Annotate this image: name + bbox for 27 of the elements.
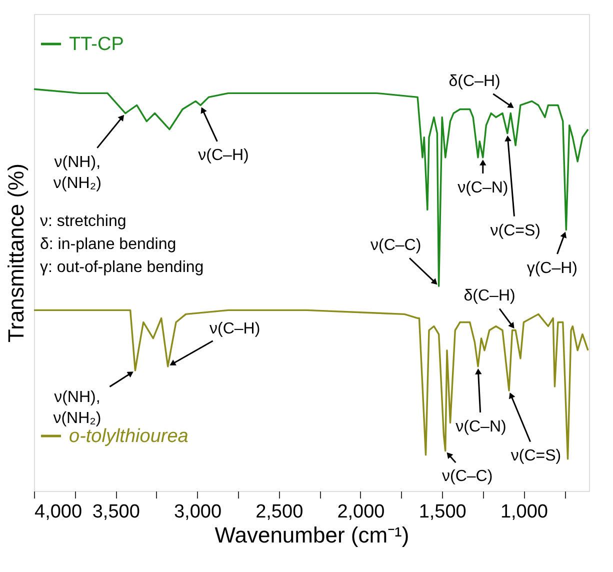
x-tick-label: 2,000 (337, 502, 385, 522)
annotation: δ: in-plane bending (40, 236, 176, 253)
annotation: ν(C–N) (456, 418, 506, 436)
x-tick-label: 1,000 (500, 502, 548, 522)
x-tick-label: 2,500 (256, 502, 304, 522)
annotation: ν: stretching (40, 213, 126, 230)
x-axis-title: Wavenumber (cm⁻¹) (214, 522, 410, 548)
x-tick-label: 3,000 (174, 502, 222, 522)
legend-label: o-tolylthiourea (69, 426, 188, 447)
annotation: γ: out-of-plane bending (40, 259, 204, 276)
annotation: ν(C–H) (198, 147, 249, 164)
x-tick-label: 1,500 (418, 502, 466, 522)
annotation: γ(C–H) (526, 260, 578, 277)
annotation: δ(C–H) (448, 73, 500, 90)
annotation: ν(C–C) (442, 468, 493, 485)
x-tick-label: 3,500 (92, 502, 140, 522)
annotation: ν(C–N) (458, 179, 508, 196)
legend-label: TT-CP (69, 34, 124, 55)
x-tick-label: 4,000 (34, 502, 82, 522)
annotation: ν(NH), ν(NH₂) (53, 388, 102, 427)
annotation: ν(C–H) (210, 320, 260, 338)
annotation: ν(C–C) (370, 237, 422, 254)
y-axis-title: Transmittance (%) (4, 164, 28, 342)
annotation: ν(C=S) (490, 222, 540, 240)
annotation: δ(C–H) (464, 287, 516, 304)
annotation: ν(C=S) (510, 448, 562, 465)
annotation: ν(NH), ν(NH₂) (53, 154, 102, 192)
